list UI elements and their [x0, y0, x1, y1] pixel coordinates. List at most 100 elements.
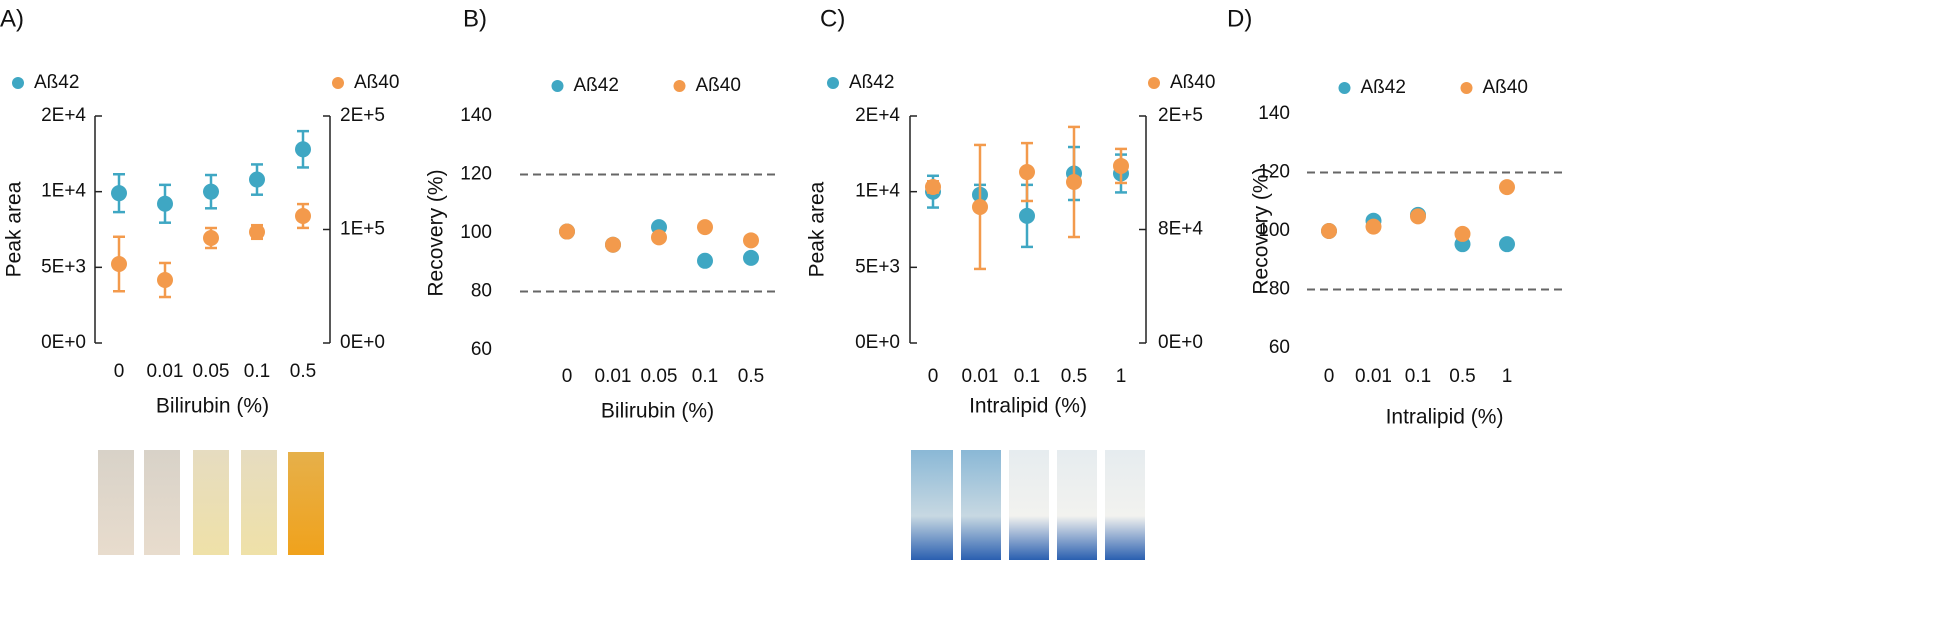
- data-point: [1321, 223, 1337, 239]
- legend-marker: [551, 80, 564, 92]
- data-point: [1365, 218, 1382, 235]
- data-point: [925, 178, 941, 195]
- data-point: [1019, 164, 1035, 181]
- data-point: [559, 223, 575, 240]
- legend-marker: [673, 80, 686, 92]
- y-axis-title: Recovery (%): [1250, 167, 1273, 294]
- y-tick-label: 140: [1258, 103, 1290, 124]
- legend-label: Aß42: [849, 72, 894, 93]
- data-point: [972, 198, 988, 215]
- data-point: [203, 183, 219, 200]
- legend-label: Aß40: [696, 75, 741, 96]
- y-tick-label: 120: [460, 164, 492, 185]
- y2-tick-label: 0E+0: [1158, 332, 1203, 353]
- data-point: [295, 141, 311, 158]
- y2-tick-label: 0E+0: [340, 332, 385, 353]
- y-tick-label: 5E+3: [41, 256, 86, 277]
- x-tick-label: 0.1: [244, 361, 270, 382]
- legend-marker: [1338, 82, 1351, 94]
- x-tick-label: 0.5: [738, 366, 764, 387]
- y-tick-label: 100: [460, 222, 492, 243]
- x-tick-label: 0.01: [962, 366, 999, 387]
- data-point: [157, 195, 173, 212]
- x-tick-label: 0.05: [193, 361, 230, 382]
- x-axis-title: Bilirubin (%): [601, 400, 714, 423]
- y2-tick-label: 2E+5: [1158, 105, 1203, 126]
- panel-label: C): [820, 5, 845, 32]
- x-tick-label: 0: [114, 361, 125, 382]
- x-tick-label: 0.5: [1061, 366, 1087, 387]
- y-tick-label: 100: [1258, 220, 1290, 241]
- y2-tick-label: 1E+5: [340, 219, 385, 240]
- photo-strip-intralipid: [911, 450, 1145, 560]
- data-point: [697, 219, 713, 236]
- data-point: [697, 252, 713, 269]
- y2-tick-label: 2E+5: [340, 105, 385, 126]
- data-point: [1499, 179, 1515, 196]
- y-tick-label: 60: [1269, 337, 1290, 358]
- data-point: [295, 207, 311, 224]
- y-tick-label: 140: [460, 105, 492, 126]
- y-tick-label: 80: [1269, 279, 1290, 300]
- legend-label: Aß40: [1170, 72, 1215, 93]
- data-point: [249, 171, 265, 188]
- x-axis-title: Intralipid (%): [1386, 406, 1504, 429]
- y-axis-title: Peak area: [3, 181, 26, 277]
- x-tick-label: 0.1: [1405, 366, 1431, 387]
- y-tick-label: 120: [1258, 162, 1290, 183]
- data-point: [111, 256, 127, 273]
- legend-marker: [1460, 82, 1473, 94]
- y2-tick-label: 8E+4: [1158, 219, 1203, 240]
- y-axis-title: Peak area: [806, 181, 829, 277]
- data-point: [743, 232, 759, 249]
- panel-label: D): [1227, 5, 1252, 32]
- data-point: [249, 223, 265, 240]
- x-tick-label: 0.01: [595, 366, 632, 387]
- x-axis-title: Intralipid (%): [969, 395, 1087, 418]
- panel-label: A): [0, 5, 24, 32]
- data-point: [1019, 207, 1035, 224]
- x-tick-label: 1: [1502, 366, 1513, 387]
- legend-marker: [332, 77, 344, 89]
- y-tick-label: 60: [471, 339, 492, 360]
- x-tick-label: 0: [562, 366, 573, 387]
- data-point: [651, 229, 667, 246]
- data-point: [157, 272, 173, 289]
- legend-label: Aß42: [34, 72, 79, 93]
- y-tick-label: 1E+4: [855, 181, 900, 202]
- y-tick-label: 2E+4: [855, 105, 900, 126]
- y-tick-label: 0E+0: [41, 332, 86, 353]
- y-tick-label: 5E+3: [855, 256, 900, 277]
- y-tick-label: 1E+4: [41, 181, 86, 202]
- data-point: [111, 185, 127, 202]
- data-point: [1066, 173, 1082, 190]
- x-tick-label: 0.1: [1014, 366, 1040, 387]
- x-tick-label: 0.5: [290, 361, 316, 382]
- legend-label: Aß42: [574, 75, 619, 96]
- legend-marker: [827, 77, 839, 89]
- legend-label: Aß40: [1483, 77, 1528, 98]
- legend-label: Aß40: [354, 72, 399, 93]
- data-point: [203, 230, 219, 247]
- legend-marker: [1148, 77, 1160, 89]
- x-tick-label: 1: [1116, 366, 1127, 387]
- x-tick-label: 0: [1324, 366, 1335, 387]
- panel-label: B): [463, 5, 487, 32]
- data-point: [605, 236, 621, 253]
- photo-strip-bilirubin: [98, 450, 324, 555]
- y-tick-label: 0E+0: [855, 332, 900, 353]
- data-point: [743, 249, 759, 266]
- data-point: [1113, 157, 1129, 174]
- y-axis-title: Recovery (%): [425, 169, 448, 296]
- x-tick-label: 0.01: [1355, 366, 1392, 387]
- x-tick-label: 0.05: [641, 366, 678, 387]
- x-axis-title: Bilirubin (%): [156, 395, 269, 418]
- legend-label: Aß42: [1361, 77, 1406, 98]
- data-point: [1410, 208, 1426, 225]
- x-tick-label: 0.1: [692, 366, 718, 387]
- y-tick-label: 80: [471, 281, 492, 302]
- x-tick-label: 0: [928, 366, 939, 387]
- x-tick-label: 0.5: [1449, 366, 1475, 387]
- legend-marker: [12, 77, 24, 89]
